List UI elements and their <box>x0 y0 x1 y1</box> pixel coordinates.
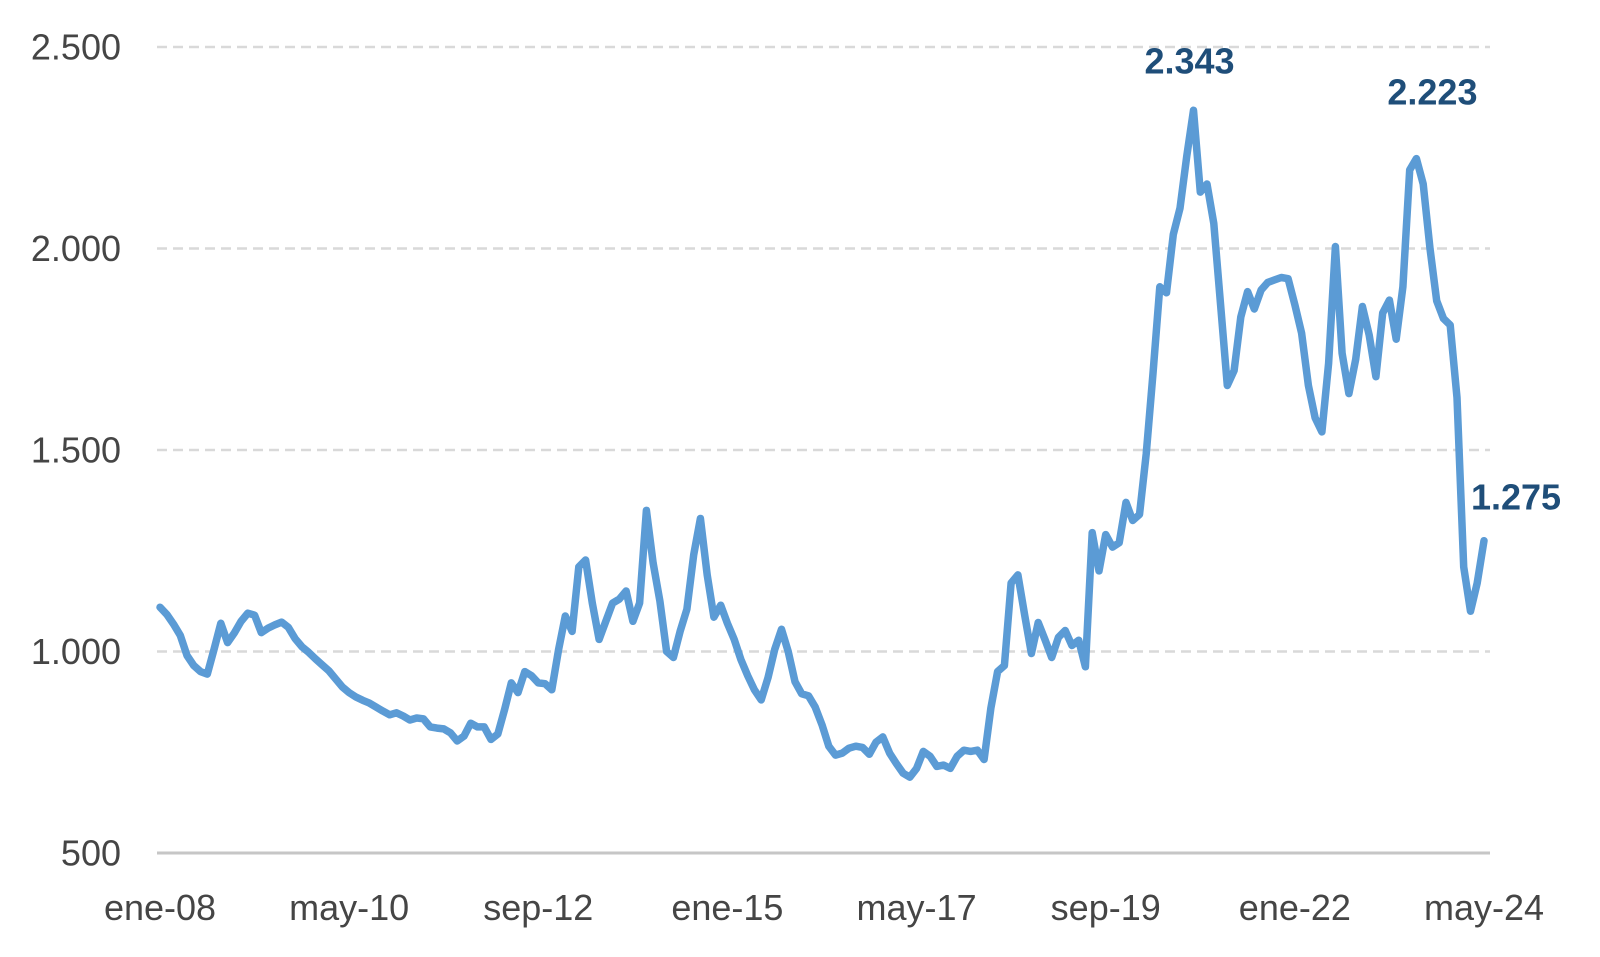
x-axis-label: ene-22 <box>1239 887 1351 928</box>
y-axis-label: 1.000 <box>31 631 121 672</box>
x-axis-label: ene-15 <box>671 887 783 928</box>
data-labels: 2.343 2.223 1.275 <box>1144 40 1561 517</box>
data-label: 2.223 <box>1387 72 1477 113</box>
y-axis-label: 2.000 <box>31 228 121 269</box>
x-axis-label: may-24 <box>1424 887 1544 928</box>
x-axis-labels: ene-08 may-10 sep-12 ene-15 may-17 sep-19 ene-… <box>104 887 1544 928</box>
x-axis-label: ene-08 <box>104 887 216 928</box>
x-axis-label: sep-12 <box>483 887 593 928</box>
x-axis-label: sep-19 <box>1051 887 1161 928</box>
y-axis-label: 500 <box>61 833 121 874</box>
data-label: 2.343 <box>1144 40 1234 81</box>
y-axis-labels: 500 1.000 1.500 2.000 2.500 <box>31 27 121 874</box>
x-axis-label: may-10 <box>289 887 409 928</box>
x-axis-label: may-17 <box>857 887 977 928</box>
y-axis-label: 2.500 <box>31 27 121 68</box>
series-line <box>156 106 1488 781</box>
data-label: 1.275 <box>1471 477 1561 518</box>
gridlines <box>157 45 1490 855</box>
price-line <box>156 106 1488 781</box>
y-axis-label: 1.500 <box>31 430 121 471</box>
